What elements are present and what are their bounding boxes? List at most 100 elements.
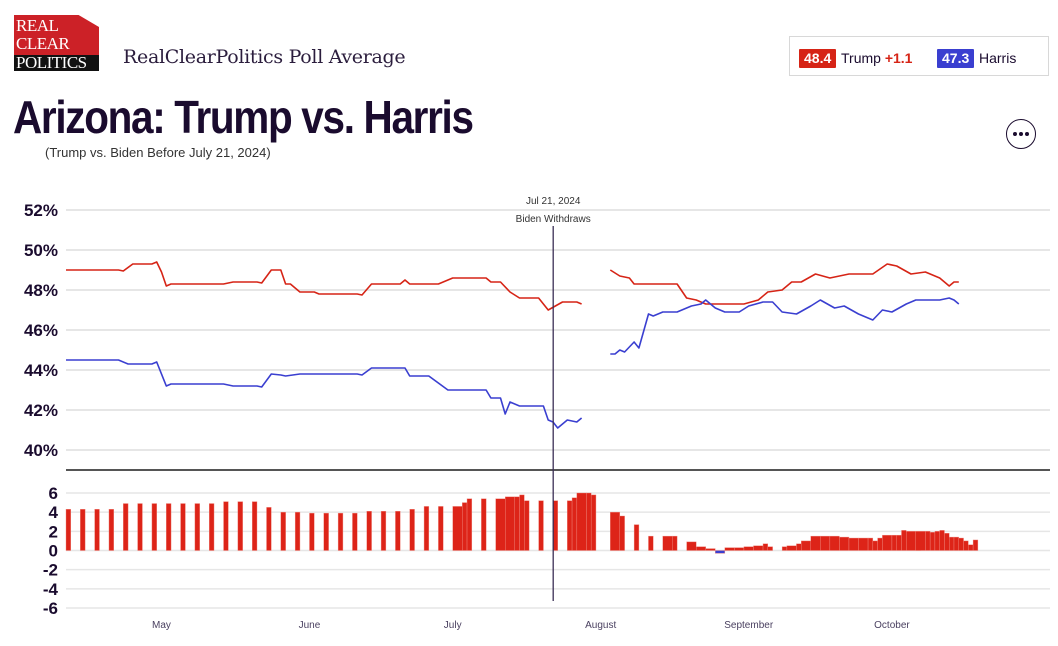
spread-bar — [958, 537, 964, 551]
bar-y-tick-label: -4 — [43, 580, 59, 599]
spread-bar — [466, 498, 473, 551]
y-tick-label: 42% — [24, 401, 58, 420]
spread-bar — [724, 547, 735, 551]
event-date-label: Jul 21, 2024 — [526, 196, 581, 207]
spread-bar — [495, 498, 506, 551]
spread-bar — [743, 546, 754, 551]
spread-bar — [953, 536, 959, 551]
spread-bar — [734, 547, 745, 551]
spread-bar — [237, 501, 243, 551]
rcp-logo[interactable]: REAL CLEAR POLITICS — [14, 15, 99, 71]
spread-bar — [753, 545, 764, 551]
spread-bar — [939, 530, 945, 551]
spread-bar — [858, 537, 869, 551]
spread-bar — [514, 496, 520, 551]
spread-bar — [409, 509, 415, 551]
bar-y-tick-label: -6 — [43, 599, 58, 618]
spread-bar — [194, 503, 200, 551]
spread-bar — [810, 535, 821, 551]
spread-bar — [576, 492, 587, 551]
spread-bar — [695, 546, 706, 551]
spread-bar — [266, 507, 272, 551]
event-description-label: Biden Withdraws — [516, 214, 591, 225]
spread-bar — [209, 503, 215, 551]
spread-bar — [423, 506, 430, 551]
spread-bar — [524, 500, 530, 551]
spread-bar — [662, 535, 673, 551]
spread-bar — [925, 531, 931, 551]
bar-y-tick-label: 0 — [49, 542, 58, 561]
spread-bar — [672, 535, 678, 551]
site-title: RealClearPolitics Poll Average — [123, 46, 406, 68]
logo-line-3: POLITICS — [16, 53, 87, 72]
spread-bar — [944, 533, 950, 551]
spread-bar — [963, 540, 969, 551]
spread-bar — [337, 512, 344, 551]
spread-bar — [80, 509, 86, 551]
spread-bar — [686, 541, 697, 551]
spread-bar — [715, 550, 726, 554]
spread-bar — [352, 512, 358, 551]
spread-bar — [94, 509, 100, 551]
spread-bar — [882, 534, 893, 551]
spread-bar — [280, 511, 286, 551]
spread-bar — [896, 534, 902, 551]
spread-bar — [65, 509, 71, 551]
spread-bar — [968, 544, 974, 551]
spread-bar — [839, 536, 850, 551]
y-tick-label: 40% — [24, 441, 58, 460]
spread-bar — [633, 524, 640, 551]
page-subtitle: (Trump vs. Biden Before July 21, 2024) — [45, 145, 271, 160]
ellipsis-icon — [1012, 132, 1030, 136]
y-tick-label: 48% — [24, 281, 58, 300]
spread-bar — [108, 509, 114, 551]
trump-name: Trump — [841, 50, 881, 66]
trump-lead: +1.1 — [884, 50, 913, 66]
spread-bar — [801, 540, 811, 551]
logo-red-block — [14, 15, 99, 55]
spread-bar — [762, 543, 769, 551]
spread-bar — [781, 546, 788, 551]
spread-bar — [619, 515, 625, 551]
spread-bar — [648, 535, 654, 551]
spread-bar — [567, 500, 573, 551]
legend-box: 48.4 Trump +1.1 47.3 Harris — [789, 36, 1049, 76]
spread-bar — [972, 539, 979, 551]
spread-bar — [123, 503, 129, 551]
spread-bar — [380, 511, 387, 551]
x-tick-label: August — [585, 620, 616, 631]
trump-legend-label: Trump +1.1 — [841, 49, 912, 68]
spread-bar — [223, 501, 229, 551]
y-tick-label: 44% — [24, 361, 58, 380]
spread-bar — [452, 506, 463, 551]
x-tick-label: July — [444, 620, 462, 631]
spread-bar — [438, 506, 444, 551]
spread-bar — [796, 543, 802, 551]
trump-value-badge: 48.4 — [799, 49, 837, 68]
spread-bar — [767, 546, 773, 551]
spread-bar — [906, 531, 917, 551]
spread-bar — [705, 548, 716, 551]
y-tick-label: 46% — [24, 321, 58, 340]
spread-bar — [571, 497, 578, 551]
spread-bar — [366, 511, 372, 551]
y-tick-label: 52% — [24, 201, 58, 220]
spread-bar — [294, 511, 301, 551]
x-tick-label: May — [152, 620, 171, 631]
page-title: Arizona: Trump vs. Harris — [13, 91, 474, 143]
x-tick-label: June — [299, 620, 321, 631]
bar-y-tick-label: 6 — [49, 484, 58, 503]
spread-bar — [251, 501, 258, 551]
trump-line — [609, 263, 959, 305]
spread-bar — [395, 511, 401, 551]
spread-bar — [137, 503, 143, 551]
spread-bar — [867, 537, 874, 551]
spread-bar — [848, 537, 859, 551]
more-options-button[interactable] — [1006, 119, 1036, 149]
spread-bar — [610, 511, 621, 551]
harris-line — [66, 359, 583, 429]
bar-y-tick-label: 4 — [49, 503, 59, 522]
bar-y-tick-label: -2 — [43, 561, 58, 580]
spread-bar — [820, 535, 831, 551]
